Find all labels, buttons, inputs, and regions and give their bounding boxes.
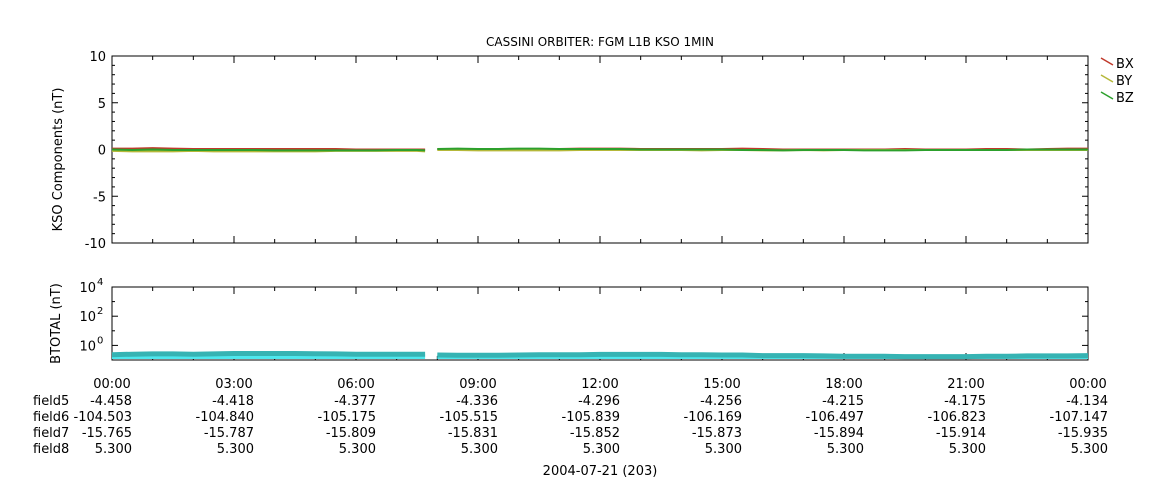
btotal-line xyxy=(437,351,1089,360)
ephemeris-value: 5.300 xyxy=(461,442,498,457)
ephemeris-value: -4.256 xyxy=(700,394,742,409)
legend-swatch-bx xyxy=(1100,57,1114,66)
panel2-frame xyxy=(111,286,1089,361)
ephemeris-value: -4.296 xyxy=(578,394,620,409)
btotal-line xyxy=(111,351,426,358)
ephemeris-value: -105.515 xyxy=(440,410,498,425)
legend-label-bz: BZ xyxy=(1116,91,1134,106)
ephemeris-value: 5.300 xyxy=(583,442,620,457)
ephemeris-value: -15.765 xyxy=(82,426,132,441)
ephemeris-value: -4.134 xyxy=(1066,394,1108,409)
x-tick-label: 06:00 xyxy=(337,377,374,392)
x-tick-label: 18:00 xyxy=(825,377,862,392)
legend-label-bx: BX xyxy=(1116,57,1134,72)
ephemeris-value: -105.839 xyxy=(562,410,620,425)
ephemeris-row-label: field7 xyxy=(33,426,69,441)
ephemeris-value: -15.914 xyxy=(936,426,986,441)
series-line-bz xyxy=(437,147,1088,152)
x-tick-label: 09:00 xyxy=(459,377,496,392)
y-tick-label: 5 xyxy=(98,97,106,112)
y-tick-label: 10 xyxy=(89,50,106,65)
ephemeris-value: -4.458 xyxy=(90,394,132,409)
x-tick-label: 15:00 xyxy=(703,377,740,392)
ephemeris-value: -15.935 xyxy=(1058,426,1108,441)
ephemeris-value: -107.147 xyxy=(1050,410,1108,425)
y-tick-exponent: 0 xyxy=(97,335,103,346)
y-tick-label: 10 xyxy=(79,310,96,325)
legend-swatch-bz xyxy=(1100,91,1114,100)
x-tick-label: 00:00 xyxy=(1069,377,1106,392)
ephemeris-value: -106.823 xyxy=(928,410,986,425)
ephemeris-value: 5.300 xyxy=(1071,442,1108,457)
ephemeris-value: -4.175 xyxy=(944,394,986,409)
y-tick-label: 10 xyxy=(79,339,96,354)
ephemeris-value: -105.175 xyxy=(318,410,376,425)
chart-title: CASSINI ORBITER: FGM L1B KSO 1MIN xyxy=(486,35,714,49)
series-line-bz xyxy=(111,148,426,152)
ephemeris-value: -4.215 xyxy=(822,394,864,409)
y-tick-exponent: 2 xyxy=(97,306,103,317)
ephemeris-value: 5.300 xyxy=(705,442,742,457)
ephemeris-value: -15.852 xyxy=(570,426,620,441)
y-tick-label: -10 xyxy=(85,237,106,252)
ephemeris-value: -106.169 xyxy=(684,410,742,425)
ephemeris-value: -4.377 xyxy=(334,394,376,409)
ephemeris-value: 5.300 xyxy=(339,442,376,457)
y-tick-label: 10 xyxy=(79,281,96,296)
ephemeris-value: -15.831 xyxy=(448,426,498,441)
ephemeris-row-label: field8 xyxy=(33,442,69,457)
panel2-y-axis-label: BTOTAL (nT) xyxy=(49,283,64,364)
y-tick-label: -5 xyxy=(93,190,106,205)
panel1-y-axis-label: KSO Components (nT) xyxy=(51,88,66,232)
x-axis-label: 2004-07-21 (203) xyxy=(543,464,658,479)
ephemeris-value: -4.418 xyxy=(212,394,254,409)
ephemeris-value: -15.809 xyxy=(326,426,376,441)
ephemeris-value: 5.300 xyxy=(949,442,986,457)
ephemeris-value: -15.787 xyxy=(204,426,254,441)
x-tick-label: 21:00 xyxy=(947,377,984,392)
x-tick-label: 03:00 xyxy=(215,377,252,392)
legend-swatch-by xyxy=(1100,74,1114,83)
ephemeris-row-label: field6 xyxy=(33,410,69,425)
ephemeris-value: 5.300 xyxy=(95,442,132,457)
y-tick-label: 0 xyxy=(98,144,106,159)
ephemeris-value: 5.300 xyxy=(217,442,254,457)
x-tick-label: 12:00 xyxy=(581,377,618,392)
ephemeris-value: -15.873 xyxy=(692,426,742,441)
ephemeris-value: -106.497 xyxy=(806,410,864,425)
ephemeris-value: -104.840 xyxy=(196,410,254,425)
ephemeris-value: -104.503 xyxy=(74,410,132,425)
ephemeris-value: 5.300 xyxy=(827,442,864,457)
ephemeris-row-label: field5 xyxy=(33,394,69,409)
ephemeris-value: -4.336 xyxy=(456,394,498,409)
legend-label-by: BY xyxy=(1116,74,1132,89)
y-tick-exponent: 4 xyxy=(97,277,103,288)
x-tick-label: 00:00 xyxy=(93,377,130,392)
ephemeris-value: -15.894 xyxy=(814,426,864,441)
